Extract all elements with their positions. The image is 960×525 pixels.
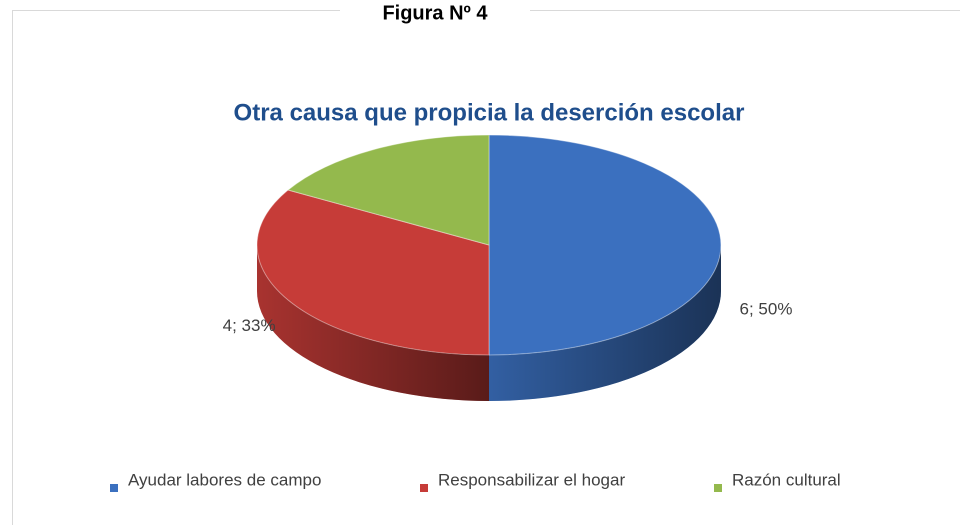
- pie-slice: [256, 189, 490, 401]
- data-label: 4; 33%: [223, 316, 276, 335]
- data-label: 6; 50%: [740, 299, 793, 318]
- legend-swatch: [714, 484, 722, 492]
- pie-slice: [488, 134, 722, 401]
- slice-side-shade: [489, 245, 721, 401]
- legend-label: Responsabilizar el hogar: [438, 470, 625, 489]
- slice-side-shade: [257, 245, 489, 401]
- legend-label: Razón cultural: [732, 470, 841, 489]
- pie-slice: [287, 134, 490, 246]
- legend-label: Ayudar labores de campo: [128, 470, 321, 489]
- slice-top: [287, 134, 490, 246]
- figure-label: Figura Nº 4: [382, 2, 488, 24]
- slice-top: [488, 134, 722, 356]
- slice-top: [256, 189, 490, 356]
- chart-title: Otra causa que propicia la deserción esc…: [234, 99, 745, 126]
- figure-label-bg: [340, 0, 530, 30]
- legend-swatch: [110, 484, 118, 492]
- legend-swatch: [420, 484, 428, 492]
